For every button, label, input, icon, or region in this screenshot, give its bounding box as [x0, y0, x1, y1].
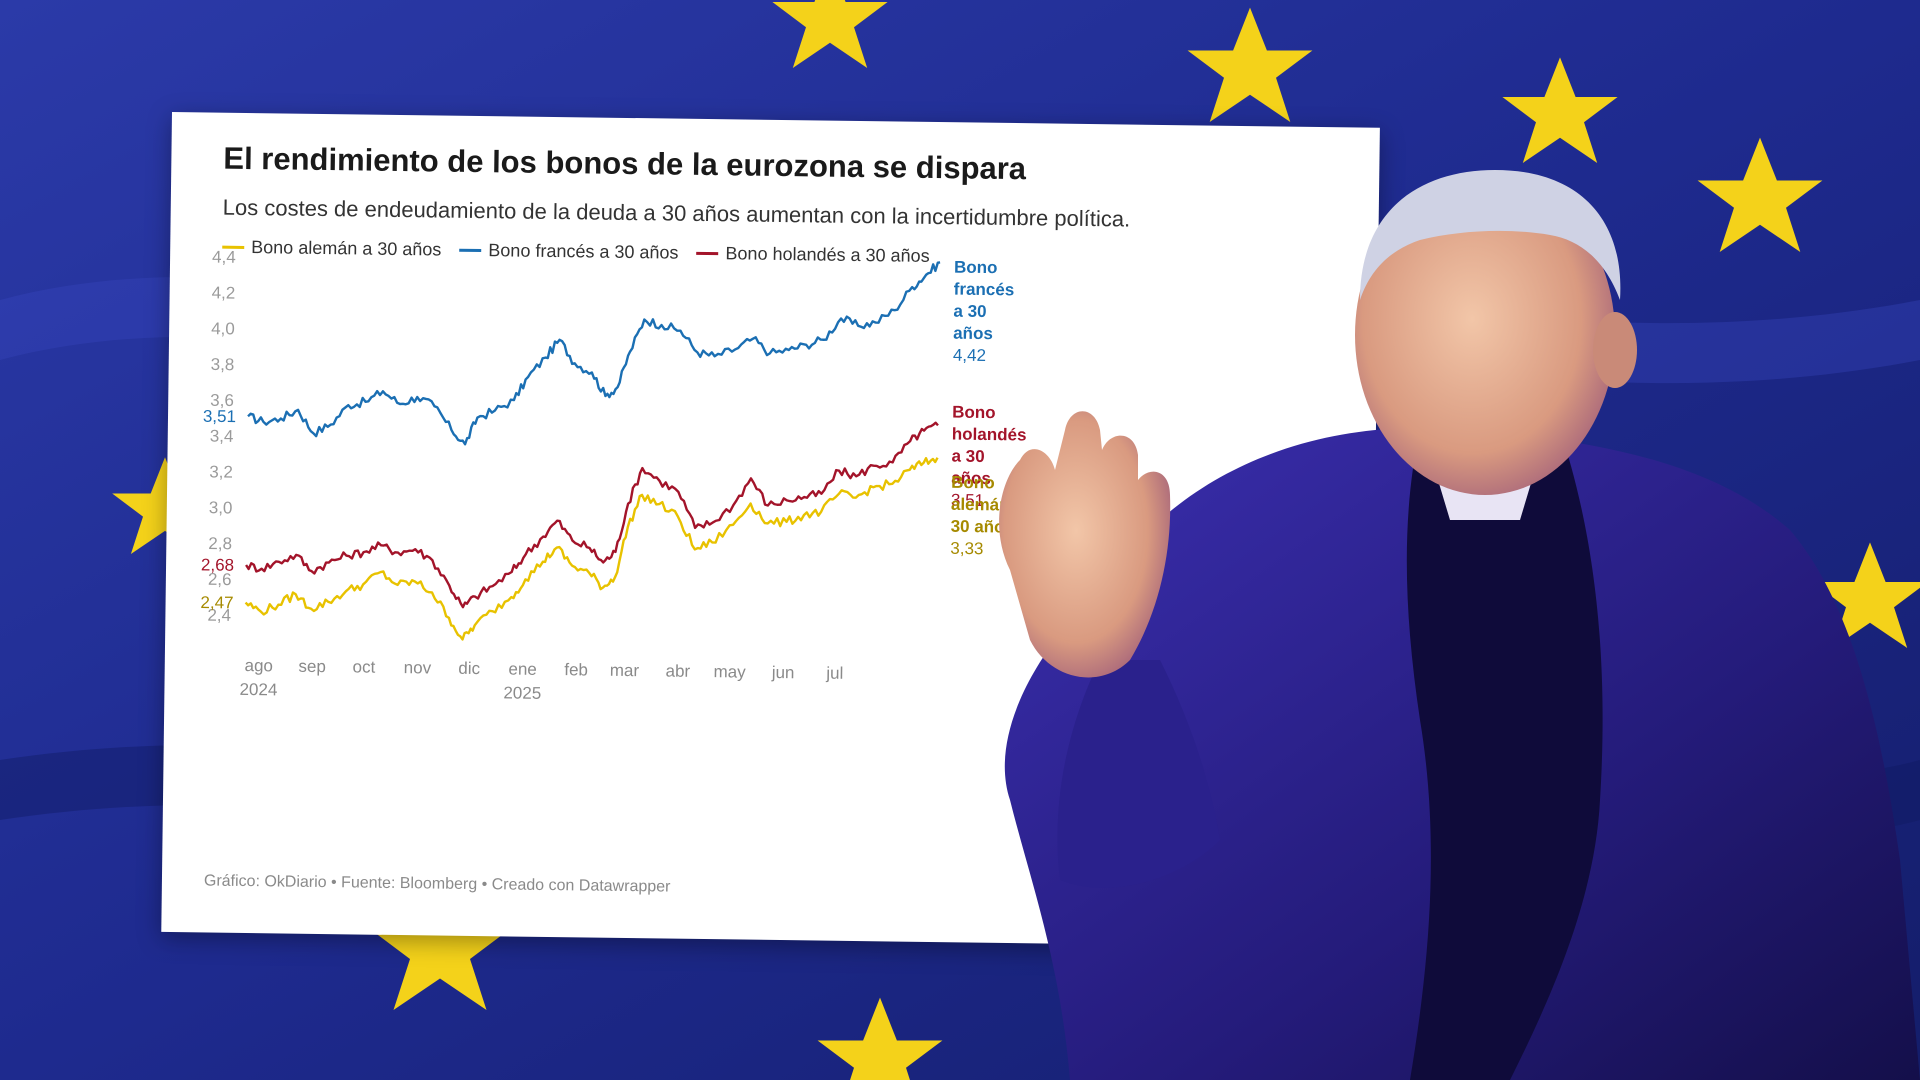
- y-tick-label: 4,4: [212, 247, 236, 266]
- y-tick-label: 2,8: [208, 534, 232, 553]
- y-tick-label: 2,6: [208, 570, 232, 589]
- ear: [1593, 312, 1637, 388]
- x-tick-label: mar: [610, 661, 640, 680]
- series-line-german: [244, 456, 939, 641]
- series-start-label-french: 3,51: [203, 407, 236, 426]
- x-tick-year-label: 2024: [239, 680, 277, 699]
- y-tick-label: 3,6: [210, 391, 234, 410]
- series-end-label-french: francés: [954, 280, 1015, 300]
- y-tick-label: 4,2: [212, 283, 236, 302]
- series-line-dutch: [245, 421, 939, 609]
- series-end-label-french: años: [953, 324, 993, 344]
- x-tick-label: jun: [771, 663, 795, 682]
- x-tick-label: sep: [298, 657, 326, 676]
- series-end-label-french: a 30: [953, 302, 986, 321]
- y-tick-label: 3,8: [211, 355, 235, 374]
- series-end-value-french: 4,42: [953, 346, 986, 365]
- series-start-label-dutch: 2,68: [201, 555, 234, 574]
- y-tick-label: 3,0: [209, 498, 233, 517]
- series-line-french: [247, 261, 941, 446]
- series-end-label-german: 30 años: [951, 517, 1015, 537]
- series-end-label-dutch: Bono: [952, 403, 996, 423]
- series-start-label-german: 2,47: [200, 593, 233, 612]
- hair: [1360, 170, 1621, 300]
- sleeve: [1057, 660, 1220, 888]
- series-end-label-french: Bono: [954, 258, 998, 278]
- x-tick-label: ene: [508, 659, 537, 678]
- person-illustration: [999, 170, 1920, 1080]
- x-tick-year-label: 2025: [503, 683, 541, 702]
- scarf: [1406, 430, 1603, 1080]
- waving-hand: [999, 411, 1171, 678]
- line-chart: 4,4 4,2 4,0 3,8 3,6 3,4 3,2 3,0 2,8 2,6 2,4 ago 2024…: [200, 247, 1027, 702]
- y-tick-label: 3,4: [210, 427, 234, 446]
- y-tick-label: 4,0: [211, 319, 235, 338]
- y-tick-label: 3,2: [209, 462, 233, 481]
- x-tick-label: dic: [458, 659, 480, 678]
- x-tick-label: jul: [825, 664, 843, 683]
- series-end-label-german: Bono: [951, 473, 995, 493]
- x-tick-label: nov: [404, 658, 432, 677]
- x-tick-label: feb: [564, 660, 588, 679]
- chart-card: El rendimiento de los bonos de la eurozo…: [161, 112, 1380, 948]
- series-end-label-dutch: años: [951, 469, 991, 489]
- series-end-label-dutch: a 30: [951, 447, 984, 466]
- series-end-value-dutch: 3,51: [951, 491, 984, 510]
- y-tick-label: 2,4: [207, 606, 231, 625]
- face: [1355, 175, 1615, 495]
- x-tick-label: oct: [353, 657, 376, 676]
- series-end-value-german: 3,33: [950, 539, 983, 558]
- series-end-label-dutch: holandés: [952, 425, 1027, 445]
- x-tick-label: may: [713, 662, 746, 681]
- x-tick-label: abr: [665, 662, 690, 681]
- x-tick-label: ago: [244, 656, 273, 675]
